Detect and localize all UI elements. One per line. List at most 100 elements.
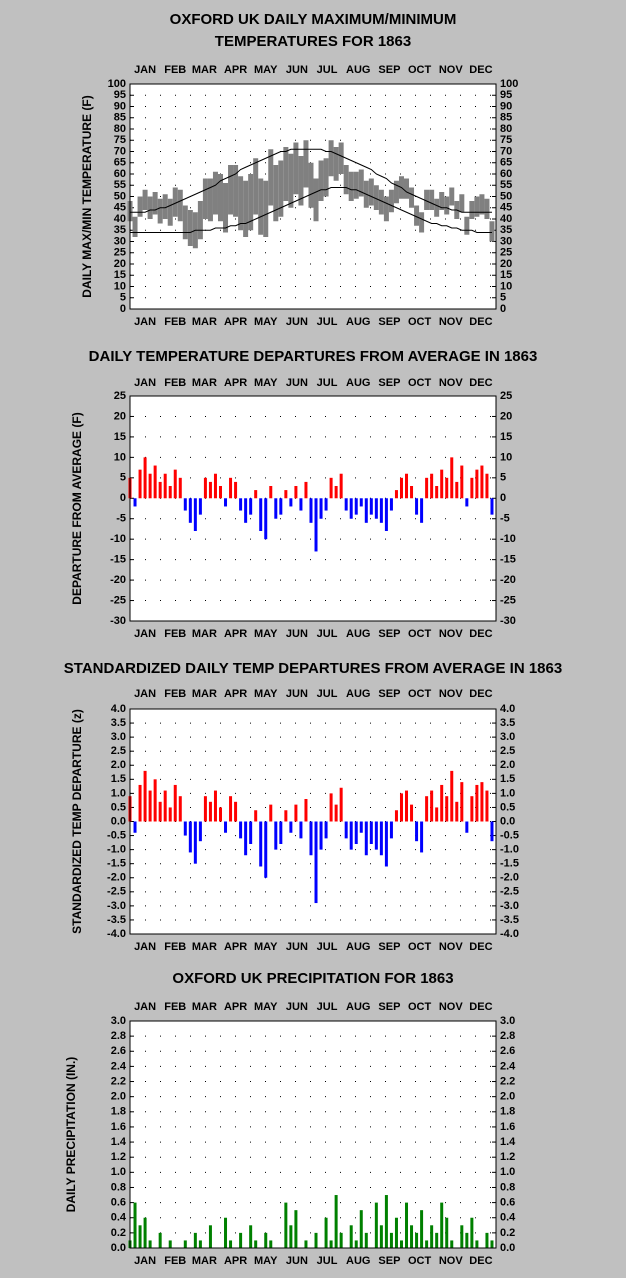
plot-area xyxy=(130,1021,496,1248)
bar xyxy=(239,498,243,511)
y-tick-label-right: 2.8 xyxy=(500,1030,515,1042)
temp-range xyxy=(217,174,224,222)
bar xyxy=(208,1225,212,1248)
month-label-bottom: JAN xyxy=(134,628,156,640)
month-label-top: FEB xyxy=(164,688,186,700)
y-tick-label: 1.0 xyxy=(111,1166,126,1178)
bar xyxy=(410,486,414,499)
month-label-bottom: JAN xyxy=(134,316,156,328)
bar xyxy=(279,498,283,515)
temp-range xyxy=(273,165,279,222)
bar xyxy=(354,821,358,844)
bar xyxy=(168,1240,172,1248)
bar xyxy=(415,498,419,515)
temp-range xyxy=(474,196,480,217)
month-label-top: JUL xyxy=(317,1001,338,1013)
month-label-top: MAR xyxy=(192,64,217,76)
y-tick-label-right: -10 xyxy=(500,533,516,545)
bar xyxy=(314,821,318,904)
temp-range xyxy=(383,196,389,222)
month-label-bottom: DEC xyxy=(469,628,492,640)
bar xyxy=(213,790,217,822)
temp-range xyxy=(147,196,153,219)
y-tick-label: 1.5 xyxy=(111,773,126,785)
month-label-top: FEB xyxy=(164,1001,186,1013)
month-label-bottom: DEC xyxy=(469,316,492,328)
y-tick-label-right: 0 xyxy=(500,492,506,504)
temp-range xyxy=(313,178,319,222)
bar xyxy=(334,804,338,822)
bar xyxy=(364,1232,368,1248)
y-tick-label: 5 xyxy=(120,292,126,304)
bar xyxy=(359,498,363,507)
bar xyxy=(379,821,383,856)
bar xyxy=(410,804,414,822)
bar xyxy=(480,782,484,822)
bar xyxy=(133,498,137,507)
bar xyxy=(314,498,318,552)
temp-range xyxy=(388,189,394,213)
month-label-top: JUL xyxy=(317,688,338,700)
bar xyxy=(284,490,288,499)
bar xyxy=(244,821,248,856)
bar xyxy=(420,498,424,523)
y-tick-label-right: 70 xyxy=(500,145,512,157)
month-label-top: JUL xyxy=(317,64,338,76)
bar xyxy=(415,1232,419,1248)
temp-range xyxy=(338,142,344,174)
temp-range xyxy=(419,212,425,233)
month-label-bottom: JUN xyxy=(286,628,308,640)
bar xyxy=(354,1240,358,1248)
bar xyxy=(455,801,459,822)
bar xyxy=(163,473,167,499)
month-label-bottom: AUG xyxy=(346,941,370,953)
bar xyxy=(435,1232,439,1248)
y-tick-label: -0.5 xyxy=(107,829,126,841)
y-axis-label: DAILY PRECIPITATION (IN.) xyxy=(64,1057,78,1213)
month-label-bottom: MAY xyxy=(254,1255,278,1267)
y-tick-label: 30 xyxy=(114,235,126,247)
temp-range xyxy=(358,169,364,197)
bar xyxy=(354,498,358,515)
month-label-bottom: NOV xyxy=(439,941,464,953)
bar xyxy=(490,1240,494,1248)
month-label-top: NOV xyxy=(439,688,464,700)
y-tick-label-right: 30 xyxy=(500,235,512,247)
month-label-top: DEC xyxy=(469,1001,492,1013)
chart-title: OXFORD UK PRECIPITATION FOR 1863 xyxy=(172,970,453,987)
bar xyxy=(143,1217,147,1248)
y-tick-label: 0.2 xyxy=(111,1227,126,1239)
bar xyxy=(374,498,378,519)
y-tick-label-right: 2.0 xyxy=(500,1091,515,1103)
bar xyxy=(490,821,494,842)
bar xyxy=(229,1240,233,1248)
bar xyxy=(389,498,393,511)
y-tick-label-right: -4.0 xyxy=(500,928,519,940)
y-tick-label: -25 xyxy=(110,594,126,606)
bar xyxy=(485,1232,489,1248)
bar xyxy=(259,821,263,867)
temp-range xyxy=(228,165,234,215)
temp-range xyxy=(187,210,193,246)
y-tick-label-right: 1.2 xyxy=(500,1151,515,1163)
month-label-bottom: MAY xyxy=(254,941,278,953)
month-label-bottom: JUL xyxy=(317,941,338,953)
bar xyxy=(405,1202,409,1248)
temp-range xyxy=(323,158,329,197)
y-tick-label-right: 1.4 xyxy=(500,1136,516,1148)
bar xyxy=(284,810,288,822)
bar xyxy=(239,1232,243,1248)
bar xyxy=(374,821,378,850)
bar xyxy=(264,821,268,878)
bar xyxy=(314,1232,318,1248)
y-tick-label-right: 20 xyxy=(500,410,512,422)
bar xyxy=(193,498,197,531)
y-tick-label-right: 10 xyxy=(500,280,512,292)
bar xyxy=(440,469,444,499)
y-tick-label: 45 xyxy=(114,202,126,214)
temp-range xyxy=(429,189,435,210)
temp-range xyxy=(253,158,259,215)
bar xyxy=(208,801,212,822)
bar xyxy=(183,498,187,511)
